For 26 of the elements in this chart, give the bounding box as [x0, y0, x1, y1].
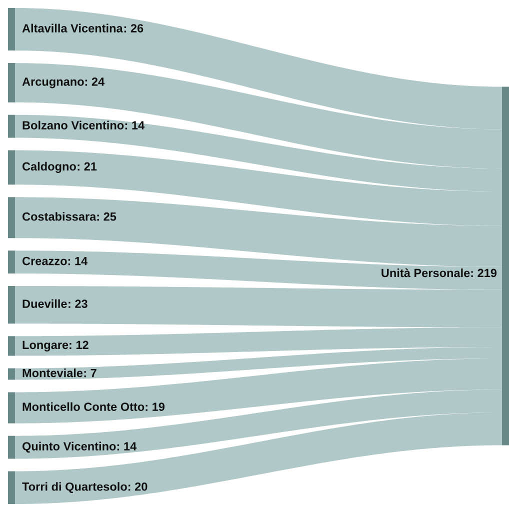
category-label: Longare — [22, 340, 68, 352]
category-label: Monticello Conte Otto — [22, 402, 144, 411]
data-label: : 219 — [471, 268, 497, 278]
data-label: : 12 — [70, 340, 88, 350]
data-label: : 21 — [78, 162, 97, 171]
category-label: Unità Personale — [382, 268, 470, 278]
category-label: Costabissara — [22, 212, 96, 221]
category-label: Creazzo — [22, 256, 67, 266]
category-label: Dueville — [22, 299, 67, 308]
data-label: : 25 — [97, 212, 116, 221]
data-label: : 20 — [128, 482, 148, 491]
data-label: : 7 — [84, 368, 96, 378]
category-label: Monteviale — [22, 368, 83, 378]
data-label: : 14 — [125, 121, 145, 130]
data-label: : 14 — [68, 256, 88, 266]
category-label: Quinto Vicentino — [22, 442, 116, 453]
category-label: Torri di Quartesolo — [22, 482, 127, 494]
category-label: Altavilla Vicentina — [22, 24, 123, 32]
data-label: : 26 — [124, 24, 144, 32]
category-label: Caldogno — [22, 162, 76, 173]
category-label: Bolzano Vicentino — [22, 120, 124, 130]
data-label: : 24 — [85, 78, 105, 86]
category-label: Arcugnano — [22, 78, 84, 88]
data-label: : 23 — [68, 300, 88, 308]
data-label: : 14 — [117, 442, 137, 450]
data-label: : 19 — [146, 402, 165, 411]
